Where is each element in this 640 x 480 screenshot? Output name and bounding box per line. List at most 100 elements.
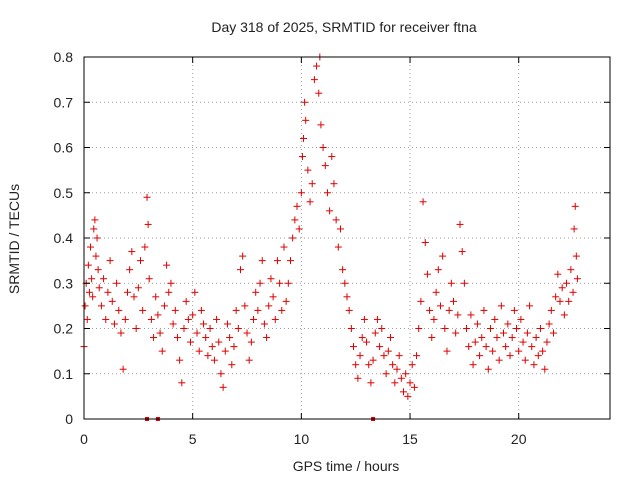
data-point <box>413 352 421 360</box>
data-point <box>556 297 564 305</box>
data-point <box>460 279 468 287</box>
data-point <box>163 261 171 269</box>
data-point <box>158 347 166 355</box>
data-point <box>90 225 98 233</box>
data-point <box>195 347 203 355</box>
y-tick-label: 0.8 <box>54 49 74 65</box>
data-point <box>400 388 408 396</box>
data-point <box>439 252 447 260</box>
data-point <box>395 352 403 360</box>
data-point <box>317 121 325 129</box>
y-tick-label: 0.2 <box>54 321 74 337</box>
data-point <box>350 343 358 351</box>
data-point <box>152 293 160 301</box>
data-point <box>106 257 114 265</box>
data-point <box>402 370 410 378</box>
data-point <box>486 325 494 332</box>
data-point <box>150 334 158 342</box>
data-point <box>530 361 538 369</box>
data-point <box>94 266 102 274</box>
data-point <box>358 334 366 342</box>
data-point <box>295 225 303 233</box>
y-tick-label: 0.3 <box>54 275 74 291</box>
data-point <box>386 334 394 342</box>
data-point <box>543 338 551 346</box>
data-point <box>254 306 262 314</box>
data-point <box>452 329 460 337</box>
data-point <box>121 315 129 323</box>
data-point <box>489 347 497 355</box>
data-point <box>428 334 436 342</box>
axis-ticks: 0 0.1 0.2 0.3 0.4 0.5 0.6 0.7 0.8 0 5 10 15 20 <box>54 49 610 447</box>
y-tick-label: 0.7 <box>54 94 74 110</box>
data-point <box>308 180 316 188</box>
data-point <box>83 315 91 323</box>
data-point <box>92 252 100 260</box>
data-point <box>182 297 190 305</box>
data-point <box>521 356 529 364</box>
data-point <box>104 288 112 296</box>
data-point <box>504 320 512 328</box>
data-point <box>223 320 231 328</box>
data-point <box>339 266 347 274</box>
data-point <box>569 288 577 296</box>
data-point <box>450 297 458 305</box>
data-point <box>519 338 527 346</box>
data-point <box>419 198 427 206</box>
data-point <box>215 338 223 346</box>
data-points <box>80 53 581 421</box>
data-point <box>326 207 334 215</box>
data-point <box>376 343 384 351</box>
data-point <box>434 266 442 274</box>
data-point <box>219 383 227 391</box>
data-point <box>554 270 562 278</box>
data-point <box>528 343 536 351</box>
data-point <box>389 361 397 369</box>
x-tick-label: 15 <box>402 431 418 447</box>
data-point <box>284 279 292 287</box>
data-point <box>447 279 455 287</box>
data-point <box>432 288 440 296</box>
data-point <box>345 306 353 314</box>
data-point <box>213 315 221 323</box>
x-tick-label: 0 <box>80 431 88 447</box>
data-point <box>517 315 525 323</box>
data-point <box>352 361 360 369</box>
data-point <box>132 325 140 332</box>
data-point <box>236 266 244 274</box>
data-point <box>247 338 255 346</box>
data-point <box>523 329 531 337</box>
data-point <box>282 297 290 305</box>
data-point <box>102 315 110 323</box>
data-point <box>221 347 229 355</box>
data-point <box>380 352 388 360</box>
data-point <box>271 315 279 323</box>
data-point <box>467 311 475 319</box>
data-point <box>545 320 553 328</box>
data-point <box>570 225 578 233</box>
data-point <box>573 275 581 283</box>
data-point <box>276 279 284 287</box>
data-point <box>204 352 212 360</box>
data-point <box>258 257 266 265</box>
data-point <box>563 279 571 287</box>
data-point <box>81 302 89 310</box>
data-point <box>471 338 479 346</box>
data-point <box>210 356 218 364</box>
data-point <box>298 153 306 161</box>
data-point <box>478 334 486 342</box>
data-point <box>178 379 186 387</box>
data-point <box>549 329 557 337</box>
data-point <box>230 343 238 351</box>
data-point <box>301 98 309 106</box>
data-point <box>143 193 151 201</box>
data-point <box>347 325 355 332</box>
data-point <box>286 257 294 265</box>
data-point <box>491 315 499 323</box>
data-point <box>445 306 453 314</box>
data-point <box>323 189 331 197</box>
data-point <box>228 361 236 369</box>
data-point <box>108 297 116 305</box>
data-point <box>476 352 484 360</box>
